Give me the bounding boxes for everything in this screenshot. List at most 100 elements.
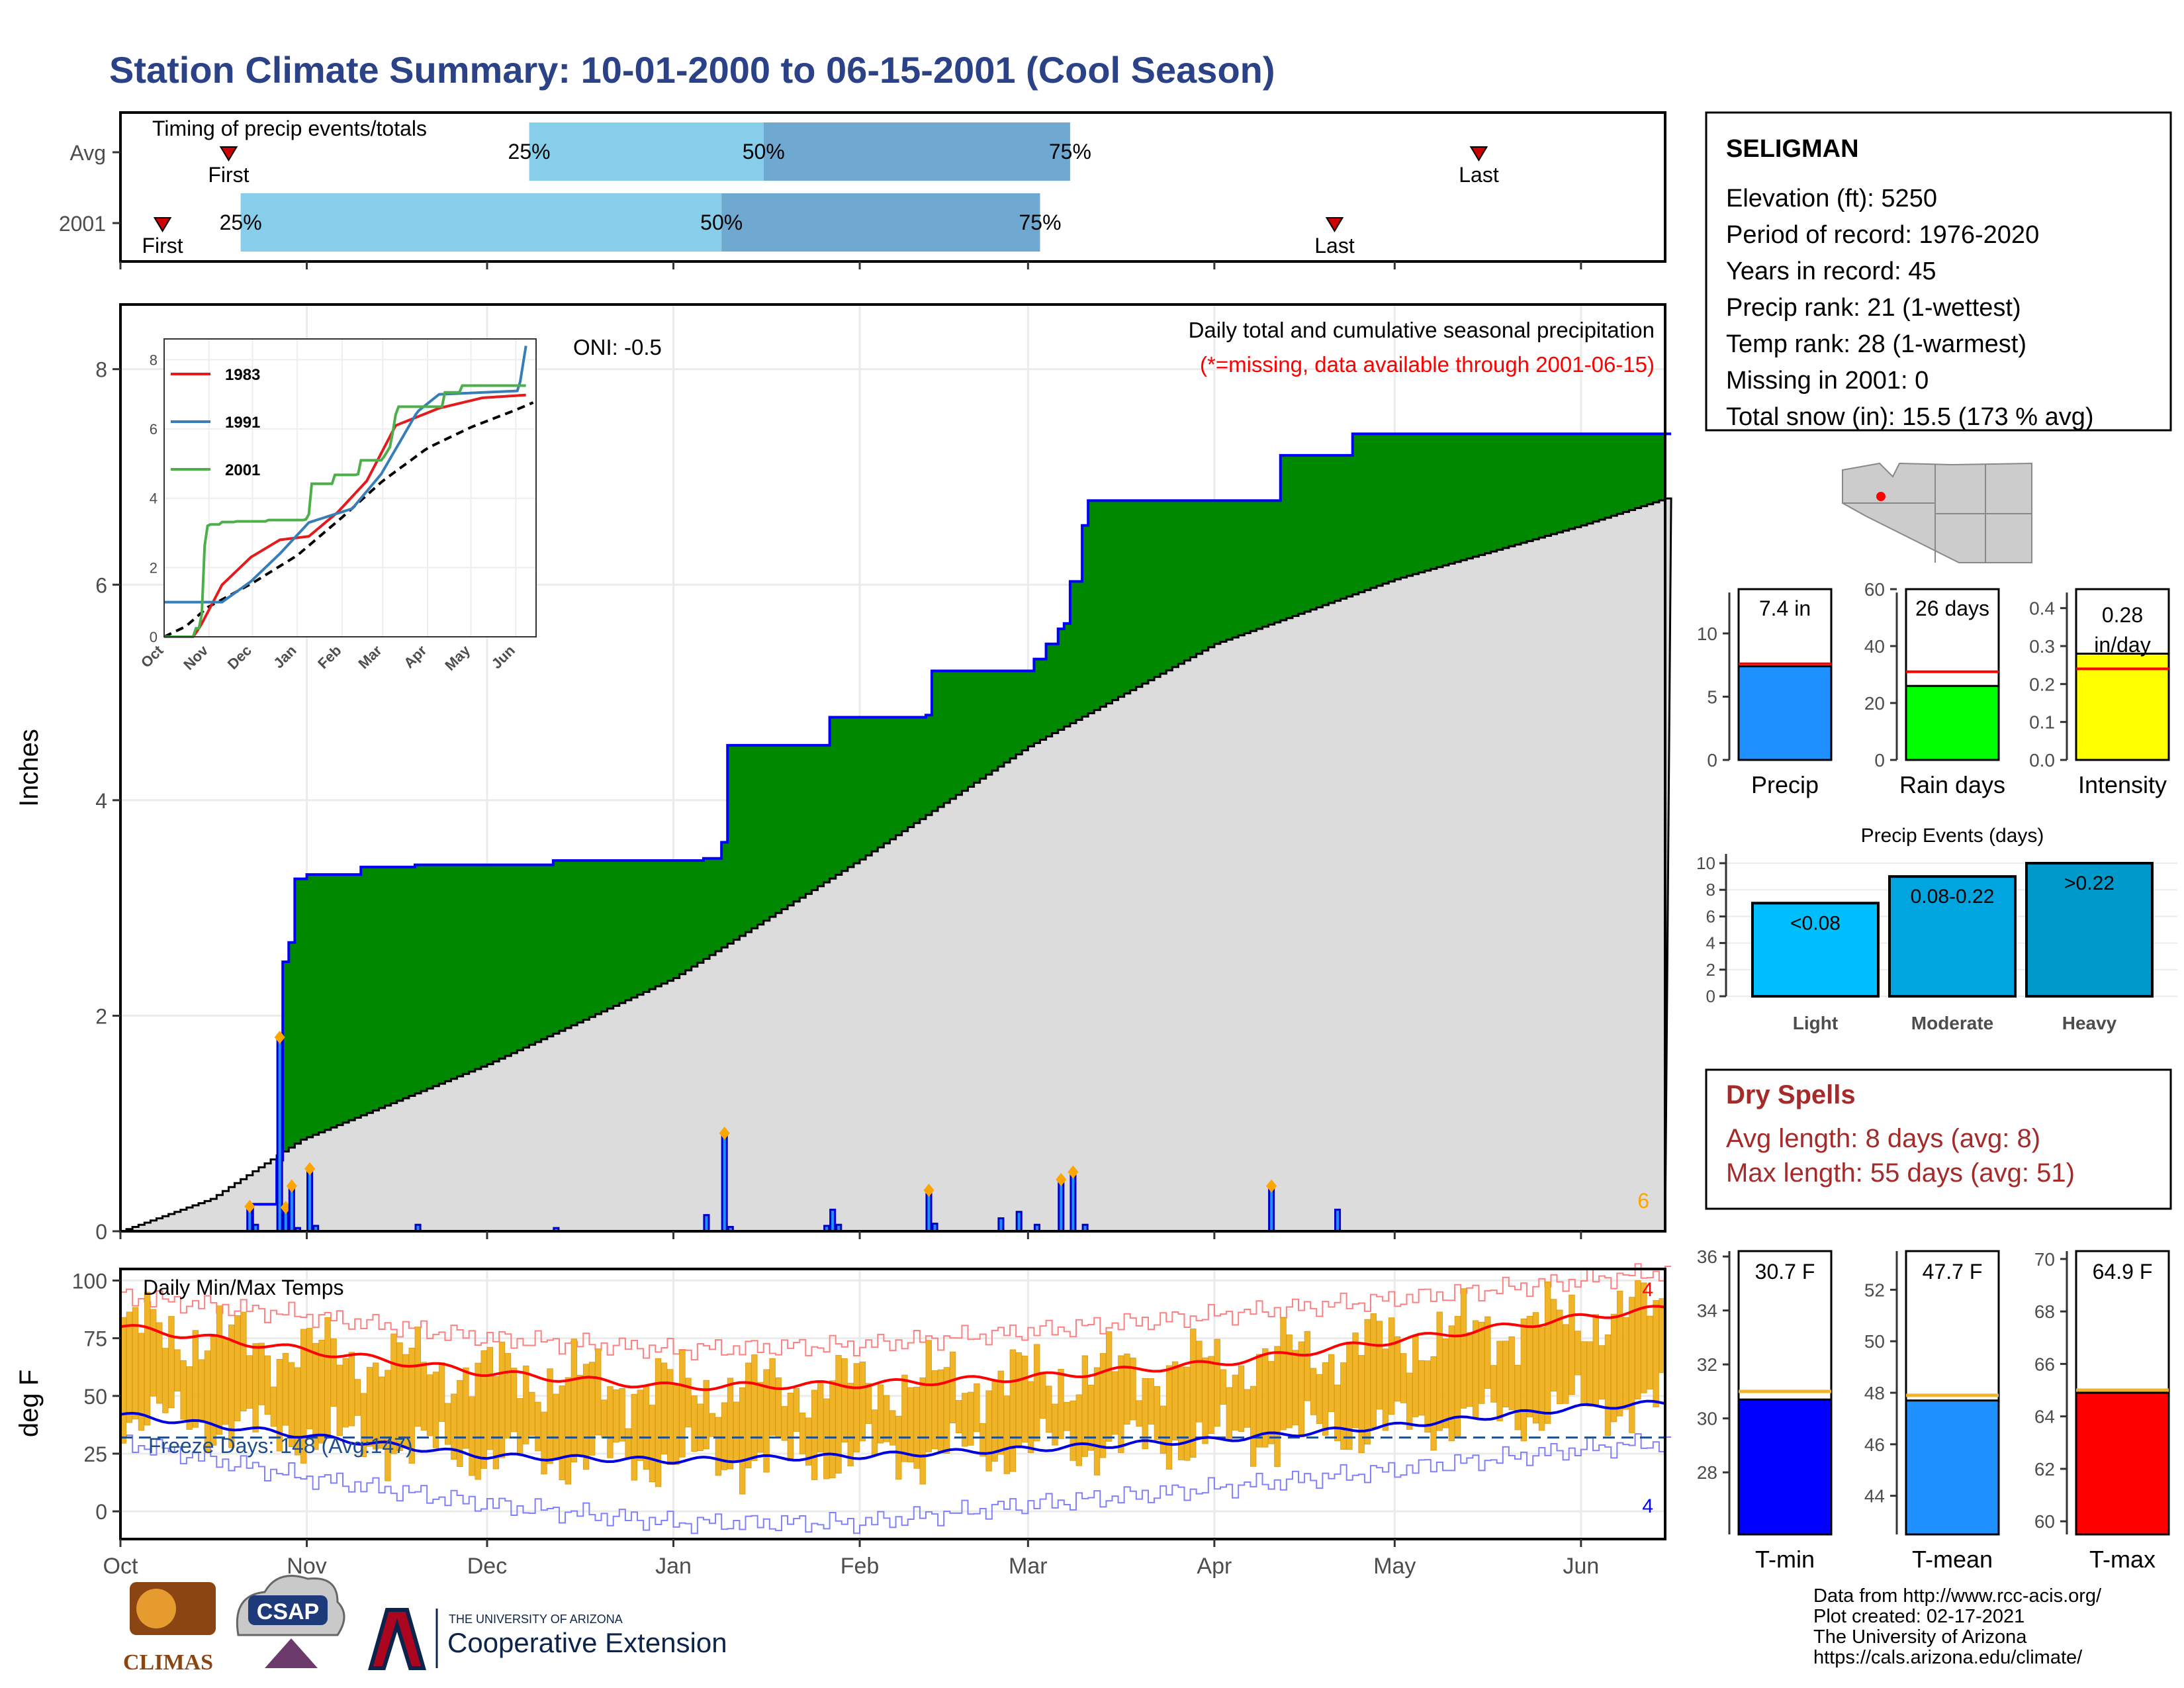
climas-logo-text: CLIMAS [123, 1650, 213, 1675]
precip-surplus-area [1298, 455, 1305, 614]
precip-surplus-area [1028, 671, 1035, 747]
precip-surplus-area [439, 865, 446, 1084]
daily-temp-bar [1484, 1316, 1491, 1389]
precip-surplus-area [775, 745, 782, 914]
precip-surplus-area [950, 671, 957, 799]
inset-y-tick-label: 0 [150, 629, 158, 645]
daily-temp-bar [943, 1367, 950, 1454]
temp-bar-y-tick-label: 28 [1697, 1462, 1717, 1483]
ua-small-text: THE UNIVERSITY OF ARIZONA [449, 1613, 623, 1626]
daily-temp-bar [396, 1342, 403, 1451]
daily-temp-bar [475, 1362, 481, 1480]
precip-surplus-area [306, 874, 314, 1137]
daily-temp-bar [180, 1360, 187, 1420]
daily-temp-bar [1310, 1368, 1317, 1415]
daily-temp-bar [853, 1363, 860, 1453]
daily-temp-bar [1508, 1336, 1515, 1411]
events-bar-label: 0.08-0.22 [1911, 886, 1995, 908]
avg-min-line [120, 1399, 1666, 1465]
precip-surplus-area [1208, 500, 1215, 647]
precip-surplus-area [715, 858, 722, 952]
precip-surplus-area [343, 874, 349, 1123]
daily-temp-bar [1442, 1338, 1449, 1429]
precip-surplus-area [559, 861, 566, 1031]
daily-temp-bar [691, 1395, 698, 1452]
daily-precip-bar [276, 1036, 283, 1233]
temp-bar-value-label: 47.7 F [1923, 1260, 1983, 1284]
footer-credit-line: Plot created: 02-17-2021 [1813, 1606, 2025, 1627]
daily-temp-bar [385, 1370, 391, 1481]
precip-surplus-area [913, 717, 921, 823]
precip-surplus-area [1238, 500, 1246, 635]
mini-bar-label: Rain days [1899, 771, 2005, 798]
precip-surplus-area [1040, 659, 1047, 740]
daily-temp-bar [955, 1400, 962, 1433]
precip-surplus-area [1016, 671, 1023, 755]
daily-temp-bar [354, 1379, 361, 1416]
snow-marker [274, 1030, 285, 1044]
daily-temp-bar [925, 1340, 932, 1452]
daily-temp-bar [1598, 1345, 1606, 1400]
precip-surplus-area [1274, 500, 1281, 623]
precip-surplus-area [811, 745, 819, 890]
dry-spells-frame [1705, 1068, 2172, 1210]
daily-temp-bar [438, 1362, 445, 1422]
daily-temp-bar [823, 1398, 830, 1479]
daily-temp-bar [775, 1377, 782, 1438]
daily-temp-bar [1015, 1352, 1023, 1447]
events-title: Precip Events (days) [1861, 825, 2044, 847]
temp-y-tick-label: 75 [83, 1327, 107, 1351]
temp-frame [119, 1268, 1666, 1540]
daily-temp-bar [1136, 1400, 1142, 1427]
daily-temp-bar [192, 1330, 199, 1428]
temp-bar-y-tick-label: 70 [2034, 1249, 2055, 1270]
daily-temp-bar [457, 1380, 463, 1467]
station-line: Total snow (in): 15.5 (173 % avg) [1726, 403, 2094, 431]
precip-surplus-area [985, 671, 993, 775]
precip-surplus-area [295, 878, 302, 1144]
dry-spells-max: Max length: 55 days (avg: 51) [1726, 1158, 2075, 1188]
daily-temp-bar [1177, 1366, 1185, 1460]
climas-logo-sun [136, 1589, 176, 1628]
daily-temp-bar [769, 1358, 776, 1436]
daily-temp-bar [469, 1396, 475, 1476]
events-y-tick-label: 6 [1706, 906, 1715, 926]
daily-precip-bar [306, 1168, 314, 1233]
daily-temp-bar [1202, 1357, 1208, 1444]
daily-temp-bar [504, 1353, 512, 1438]
mini-bar-label: Precip [1751, 771, 1819, 798]
precip-surplus-area [1082, 525, 1089, 717]
daily-temp-bar [324, 1317, 331, 1438]
events-bar [1888, 875, 2017, 998]
precip-surplus-area [757, 745, 764, 925]
precip-surplus-area [944, 671, 951, 803]
precip-surplus-area [721, 842, 729, 948]
daily-temp-bar [1154, 1386, 1161, 1440]
daily-temp-bar [1514, 1364, 1521, 1430]
inset-background [164, 339, 536, 637]
daily-temp-bar [1370, 1313, 1377, 1429]
month-label: Mar [1009, 1554, 1048, 1579]
precip-surplus-area [1106, 500, 1113, 704]
snow-marker [1068, 1165, 1079, 1179]
inset-y-tick-label: 4 [150, 491, 158, 507]
daily-temp-bar [559, 1385, 565, 1481]
daily-temp-bar [306, 1328, 313, 1430]
daily-temp-bar [1184, 1366, 1191, 1461]
station-name: SELIGMAN [1726, 135, 1859, 163]
precip-surplus-area [1340, 455, 1347, 599]
timing-pct-label: 50% [743, 140, 785, 164]
daily-temp-bar [1165, 1365, 1173, 1470]
daily-temp-bar [1388, 1317, 1395, 1415]
daily-temp-bar [1526, 1315, 1533, 1417]
station-frame [1705, 111, 2172, 432]
daily-temp-bar [1027, 1381, 1034, 1454]
precip-surplus-area [493, 865, 500, 1062]
climas-logo: CLIMAS [123, 1582, 216, 1675]
precip-y-tick-label: 6 [95, 573, 107, 597]
precip-surplus-area [499, 865, 506, 1059]
station-line: Elevation (ft): 5250 [1726, 185, 1937, 212]
daily-temp-bar [492, 1376, 500, 1470]
daily-temp-bar [1292, 1350, 1298, 1426]
precip-surplus-area [1394, 434, 1402, 580]
